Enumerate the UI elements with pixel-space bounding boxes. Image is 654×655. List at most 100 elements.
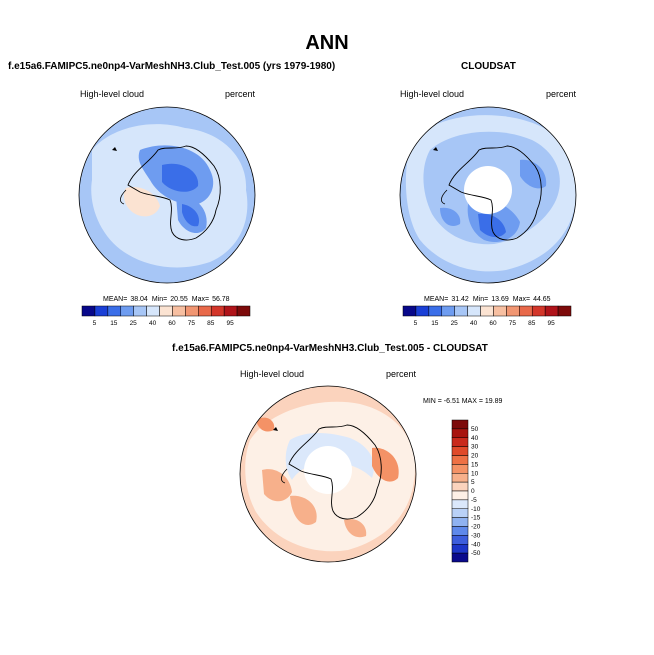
map3-coastline	[288, 424, 382, 520]
panel3-left-label: High-level cloud	[240, 369, 305, 379]
colorbar-3-tick-label: -20	[471, 524, 481, 531]
map1	[79, 107, 255, 283]
colorbar-2-swatch	[544, 305, 559, 317]
colorbar-2-swatch	[557, 305, 572, 317]
colorbar-3-tick-label: -30	[471, 532, 481, 539]
colorbar-3-tick-label: 30	[471, 444, 479, 451]
panel2-min-label: Min=	[473, 296, 488, 303]
colorbar-3-swatch	[451, 535, 469, 545]
colorbar-3-tick-label: 50	[471, 426, 479, 433]
colorbar-2-tick-label: 25	[451, 320, 459, 327]
map1-border	[78, 106, 256, 284]
colorbar-3-swatch	[451, 517, 469, 527]
colorbar-1-swatch	[236, 305, 251, 317]
colorbar-3-swatch	[451, 508, 469, 518]
map2	[400, 107, 576, 283]
panel2-min-value: 13.69	[491, 296, 509, 303]
map3-border	[239, 385, 417, 563]
panel1-max-value: 56.78	[212, 296, 230, 303]
map2-region-c	[520, 159, 547, 189]
colorbar-3-tick-label: 0	[471, 488, 475, 495]
colorbar-3-swatch	[451, 499, 469, 509]
panel2-stats: MEAN= 31.42 Min= 13.69 Max= 44.65	[424, 296, 551, 303]
colorbar-2-swatch	[480, 305, 494, 317]
colorbar-2-swatch	[467, 305, 481, 317]
map3-warm-e	[344, 518, 367, 538]
map3-warm-c	[290, 495, 317, 525]
panel1-left-label: High-level cloud	[80, 89, 145, 99]
map1-warm-patch	[123, 186, 160, 217]
map1-region-d	[182, 204, 200, 227]
colorbar-3-swatch	[451, 544, 469, 554]
colorbar-3-tick-label: -5	[471, 497, 477, 504]
colorbar-1-swatch	[198, 305, 212, 317]
panel3-minmax: MIN = -6.51 MAX = 19.89	[423, 398, 503, 405]
colorbar-1-swatch	[172, 305, 186, 317]
panel3-title: f.e15a6.FAMIPC5.ne0np4-VarMeshNH3.Club_T…	[172, 343, 488, 354]
colorbar-2-tick-label: 75	[509, 320, 517, 327]
colorbar-3-tick-label: -10	[471, 506, 481, 513]
colorbar-3-swatch	[451, 437, 469, 447]
panel1-min-label: Min=	[152, 296, 167, 303]
colorbar-1-swatch	[107, 305, 122, 317]
map1-coastline	[127, 145, 221, 241]
colorbar-3-swatch	[451, 490, 469, 501]
colorbar-3-swatch	[451, 552, 469, 563]
panel3-right-label: percent	[386, 369, 417, 379]
colorbar-2-swatch	[506, 305, 520, 317]
map3-peninsula	[281, 468, 288, 484]
colorbar-1-tick-label: 40	[149, 320, 157, 327]
colorbar-1-tick-label: 15	[110, 320, 118, 327]
map2-island	[433, 147, 438, 151]
map2-border	[399, 106, 577, 284]
colorbar-3-swatch	[451, 526, 469, 536]
colorbar-2-swatch	[454, 305, 468, 317]
map3-warm-a	[262, 469, 292, 502]
colorbar-2-tick-label: 15	[431, 320, 439, 327]
colorbar-1-tick-label: 5	[93, 320, 97, 327]
colorbar-1-tick-label: 25	[130, 320, 138, 327]
panel1-mean-label: MEAN=	[103, 296, 127, 303]
map2-peninsula	[441, 189, 448, 205]
colorbar-3-swatch	[451, 464, 469, 474]
colorbar-2-tick-label: 85	[528, 320, 536, 327]
colorbar-2-swatch	[519, 305, 533, 317]
colorbar-1-swatch	[133, 305, 147, 317]
colorbar-1-tick-label: 85	[207, 320, 215, 327]
panel1-stats: MEAN= 38.04 Min= 20.55 Max= 56.78	[103, 296, 230, 303]
colorbar-2-swatch	[441, 305, 455, 317]
colorbar-2-swatch	[415, 305, 430, 317]
colorbar-1-swatch	[210, 305, 225, 317]
panel1-right-label: percent	[225, 89, 256, 99]
colorbar-3-tick-label: -50	[471, 550, 481, 557]
colorbar-2-tick-label: 40	[470, 320, 478, 327]
map2-region-d	[440, 207, 461, 227]
colorbar-3-swatch	[451, 481, 469, 492]
panel1-max-label: Max=	[192, 296, 209, 303]
colorbar-3-swatch	[451, 446, 469, 456]
map3-missing-data	[304, 446, 352, 494]
colorbar-2: 5 15 25 40 60 75 85 95	[402, 305, 572, 327]
colorbar-2-swatch	[428, 305, 443, 317]
panel2-right-label: percent	[546, 89, 577, 99]
colorbar-3-swatch	[451, 419, 469, 430]
colorbar-3-tick-label: 5	[471, 479, 475, 486]
panel2-left-label: High-level cloud	[400, 89, 465, 99]
colorbar-2-swatch	[493, 305, 507, 317]
colorbar-1-tick-label: 60	[168, 320, 176, 327]
colorbar-3-tick-label: 20	[471, 453, 479, 460]
panel1-min-value: 20.55	[170, 296, 188, 303]
colorbar-3-swatch	[451, 473, 469, 483]
map1-peninsula	[120, 189, 127, 205]
page-title: ANN	[305, 32, 349, 54]
panel1-title: f.e15a6.FAMIPC5.ne0np4-VarMeshNH3.Club_T…	[8, 61, 336, 72]
colorbar-3-tick-label: 10	[471, 470, 479, 477]
colorbar-1-swatch	[159, 305, 173, 317]
colorbar-1-swatch	[94, 305, 109, 317]
map3	[240, 386, 416, 562]
colorbar-1-tick-label: 75	[188, 320, 196, 327]
colorbar-2-tick-label: 95	[547, 320, 555, 327]
colorbar-1-swatch	[185, 305, 199, 317]
